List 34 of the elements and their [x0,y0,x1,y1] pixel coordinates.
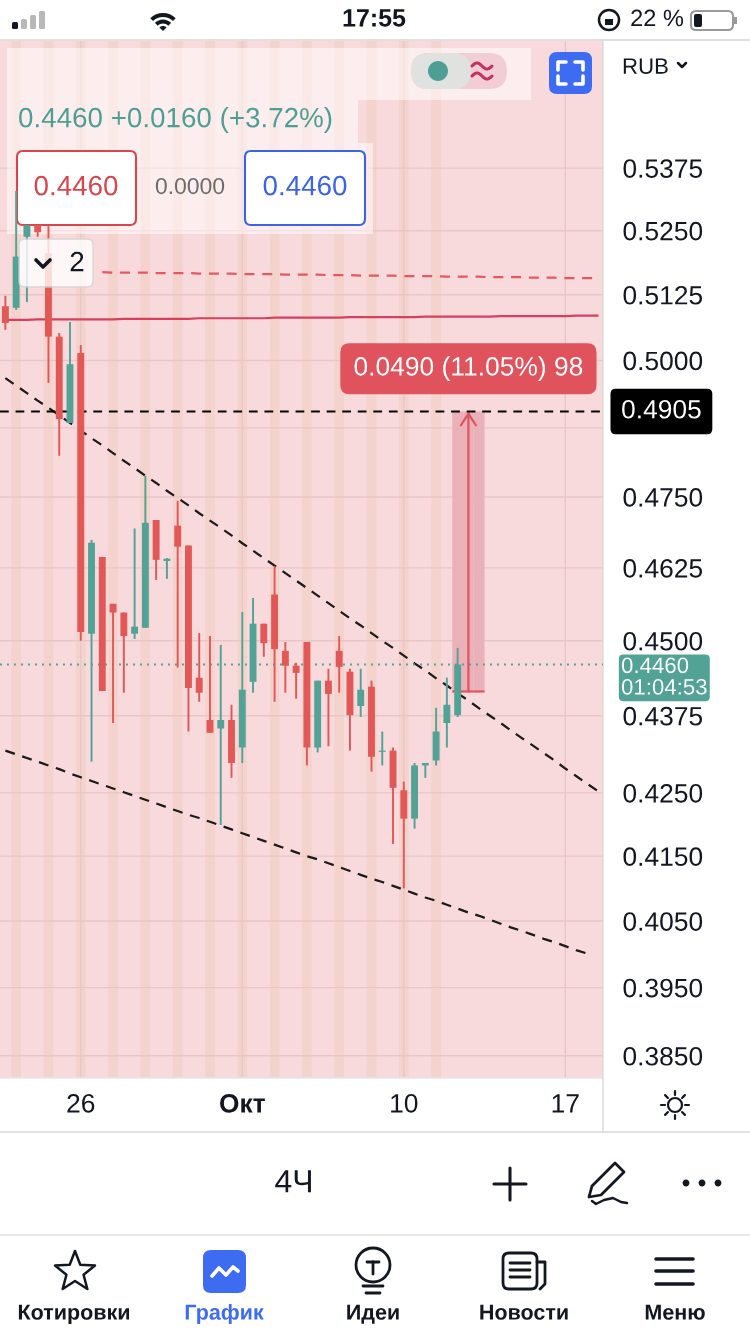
text: 17:55 [343,9,406,27]
y-tick-label: 0.3850 [623,1046,703,1066]
text: 4Ч [275,1170,311,1193]
x-tick-label: 10 [391,1093,418,1113]
text: Новости [480,1304,568,1320]
text: Идеи [347,1304,399,1324]
y-tick-label: 0.5125 [623,285,703,305]
annotation: 2 [70,251,84,272]
y-tick-label: 0.4625 [623,559,703,578]
y-tick-label: 0.4250 [623,783,703,803]
ref-line-label: 0.4460 01:04:53 [621,657,707,695]
y-tick-label: 0.4150 [623,847,703,866]
y-tick-label: 0.4375 [623,706,703,726]
text: Меню [645,1304,705,1320]
y-tick-label: 0.5375 [623,159,703,178]
text: График [185,1303,264,1325]
x-tick-label: 26 [67,1093,95,1113]
text: Котировки [18,1304,130,1325]
text: RUB [623,58,668,74]
annotation: 0.0000 [155,177,225,195]
y-tick-label: 0.4050 [623,912,703,931]
y-tick-label: 0.3950 [623,978,703,998]
annotation: 0.4460 [263,175,347,196]
data-label: 0.0490 (11.05%) 98 [354,356,583,381]
y-tick-label: 0.4750 [623,488,703,507]
x-tick-label: 17 [552,1094,579,1113]
y-tick-label: 0.4500 [623,631,703,651]
annotation: 0.4460 [34,175,118,196]
ref-line-label: 0.4905 [622,399,701,419]
y-tick-label: 0.5250 [623,221,703,241]
x-tick-label: Окт [220,1093,265,1113]
text: 0.4460 +0.0160 (+3.72%) [19,107,332,133]
text: 22 % [631,9,684,27]
y-tick-label: 0.5000 [623,351,703,371]
